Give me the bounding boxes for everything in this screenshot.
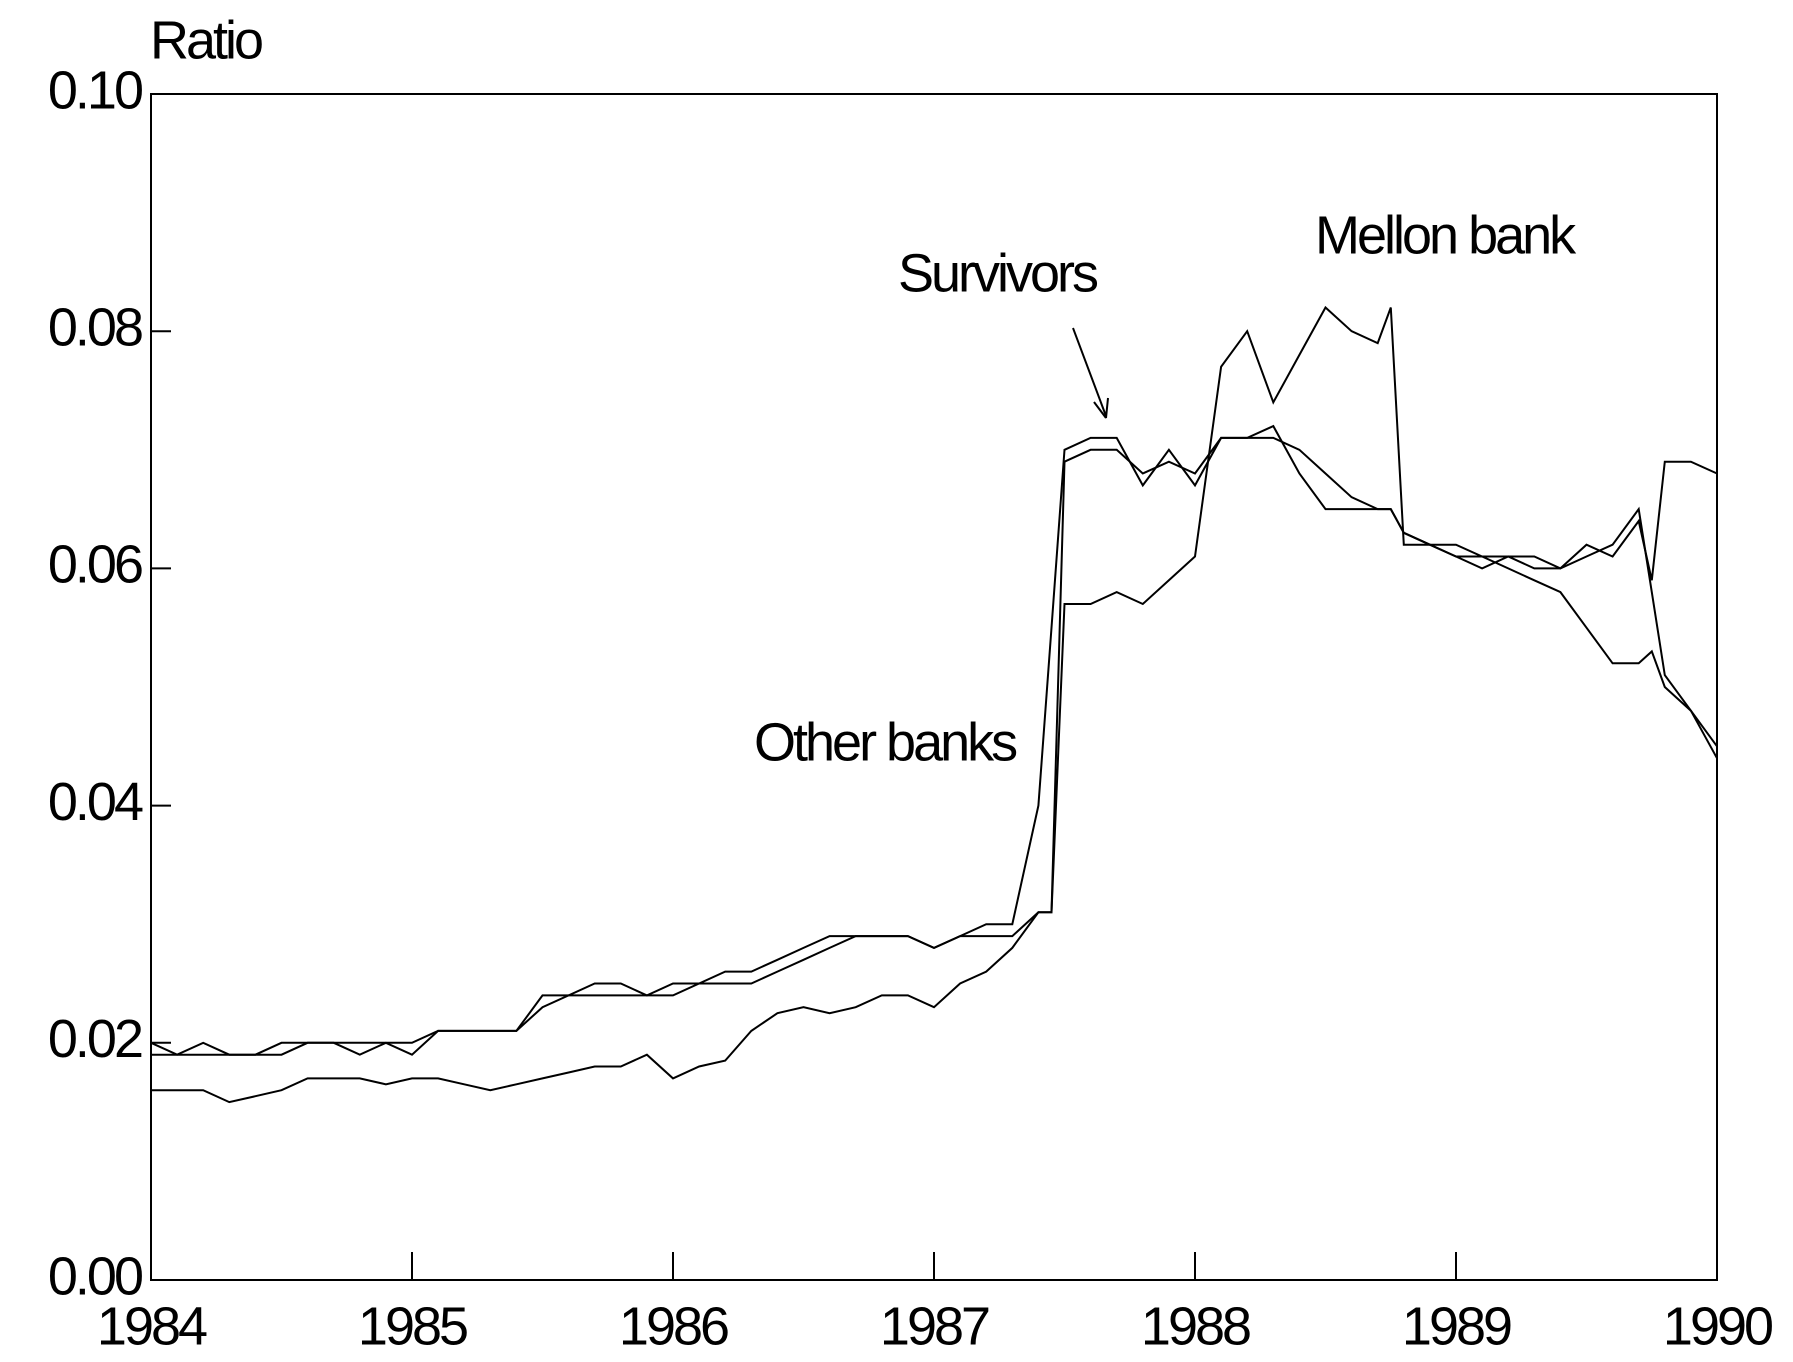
arrow-head	[1093, 397, 1109, 419]
series-line	[150, 436, 1718, 1056]
y-axis-label: Ratio	[150, 10, 262, 70]
y-tick-label: 0.00	[48, 1246, 142, 1306]
y-tick-label: 0.04	[48, 772, 143, 832]
x-tick-label: 1990	[1663, 1296, 1772, 1356]
series-line	[151, 305, 1718, 1104]
x-tick-label: 1985	[358, 1296, 467, 1356]
series-line	[151, 424, 1718, 1056]
series-label: Survivors	[898, 243, 1098, 303]
x-tick-label: 1988	[1141, 1296, 1250, 1356]
annotation-arrow	[1072, 327, 1107, 417]
x-tick-label: 1989	[1402, 1296, 1511, 1356]
x-tick-label: 1984	[97, 1296, 207, 1356]
x-tick-label: 1987	[880, 1296, 989, 1356]
series-label: Mellon bank	[1315, 205, 1577, 265]
y-tick-label: 0.06	[48, 535, 142, 595]
y-tick-label: 0.08	[48, 297, 142, 357]
x-tick-label: 1986	[619, 1296, 728, 1356]
y-tick-label: 0.10	[48, 60, 142, 120]
y-tick-label: 0.02	[48, 1009, 142, 1069]
series-label: Other banks	[754, 712, 1017, 772]
